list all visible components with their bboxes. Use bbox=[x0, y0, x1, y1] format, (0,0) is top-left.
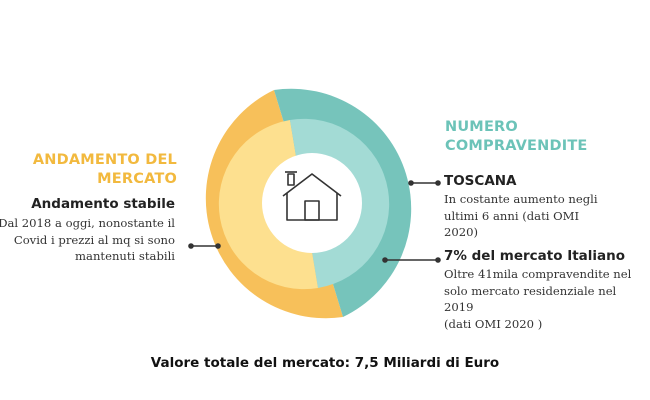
center-circle bbox=[262, 153, 362, 253]
toscana-line-1: In costante aumento negli bbox=[444, 192, 598, 206]
left-body-line-1: Dal 2018 a oggi, nonostante il bbox=[0, 216, 175, 230]
house-icon bbox=[282, 171, 342, 221]
left-body-line-2: Covid i prezzi al mq si sono bbox=[13, 232, 175, 247]
right-heading: NUMERO COMPRAVENDITE bbox=[445, 118, 645, 156]
right-heading-line2: COMPRAVENDITE bbox=[445, 138, 588, 154]
connector-toscana bbox=[408, 180, 441, 186]
left-body-line-3: mantenuti stabili bbox=[75, 249, 175, 263]
connector-left bbox=[188, 243, 221, 249]
left-heading-line2: MERCATO bbox=[97, 171, 177, 187]
italian-market-line-2: solo mercato residenziale nel 2019 bbox=[444, 283, 617, 315]
left-heading-line1: ANDAMENTO DEL bbox=[32, 152, 177, 168]
toscana-line-3: 2020) bbox=[444, 225, 479, 239]
toscana-line-2: ultimi 6 anni (dati OMI bbox=[444, 208, 580, 223]
right-heading-line1: NUMERO bbox=[445, 119, 518, 135]
footer-total-value: Valore totale del mercato: 7,5 Miliardi … bbox=[150, 355, 500, 371]
toscana-block: TOSCANA In costante aumento negli ultimi… bbox=[444, 173, 644, 241]
left-description-block: Andamento stabile Dal 2018 a oggi, nonos… bbox=[0, 196, 175, 265]
left-heading: ANDAMENTO DEL MERCATO bbox=[0, 151, 177, 189]
italian-market-title: 7% del mercato Italiano bbox=[444, 248, 626, 264]
italian-market-line-1: Oltre 41mila compravendite nel bbox=[444, 267, 632, 281]
italian-market-line-3: (dati OMI 2020 ) bbox=[444, 316, 543, 331]
italian-market-block: 7% del mercato Italiano Oltre 41mila com… bbox=[444, 248, 644, 332]
left-subtitle: Andamento stabile bbox=[31, 196, 175, 212]
connector-mercato bbox=[382, 257, 441, 263]
toscana-title: TOSCANA bbox=[444, 173, 517, 189]
